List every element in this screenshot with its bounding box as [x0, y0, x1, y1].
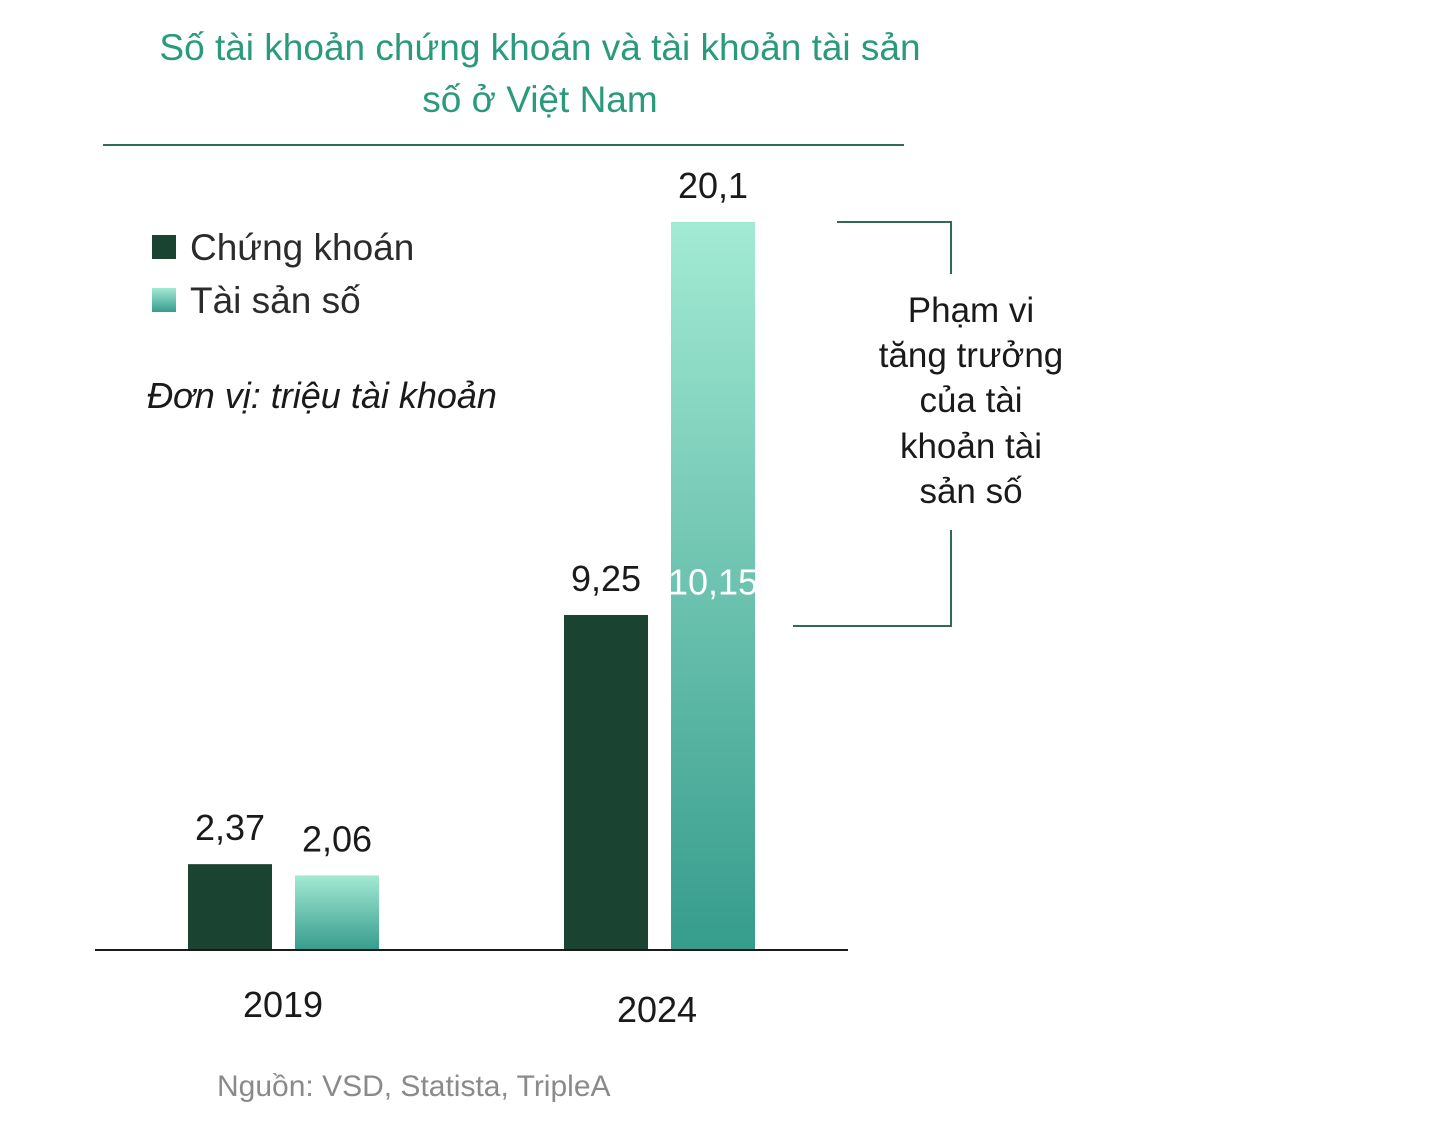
- bar-digital-assets-2024: [671, 222, 755, 950]
- legend-label-securities: Chứng khoán: [190, 227, 414, 268]
- growth-annotation: Phạm vi tăng trưởng của tài khoản tài sả…: [793, 221, 1064, 627]
- value-label-securities-2019: 2,37: [195, 807, 265, 848]
- legend: Chứng khoán Tài sản số: [152, 227, 414, 321]
- bar-securities-2024: [564, 614, 648, 950]
- unit-note: Đơn vị: triệu tài khoản: [147, 375, 497, 416]
- legend-swatch-securities: [152, 235, 176, 259]
- chart-title-line-2: số ở Việt Nam: [422, 79, 657, 120]
- annotation-line-2: tăng trưởng: [879, 336, 1064, 375]
- bars-group: 2,37 2,06 9,25 20,1 10,15: [188, 165, 758, 950]
- source-note: Nguồn: VSD, Statista, TripleA: [217, 1070, 611, 1103]
- inner-value-label-growth: 10,15: [668, 561, 758, 602]
- chart-title-line-1: Số tài khoản chứng khoán và tài khoản tà…: [159, 27, 920, 68]
- annotation-line-4: khoản tài: [900, 427, 1042, 466]
- category-label-2024: 2024: [617, 989, 697, 1030]
- value-label-digital-assets-2024: 20,1: [678, 165, 748, 206]
- annotation-bracket-bottom: [793, 530, 952, 627]
- bar-securities-2019: [188, 864, 272, 950]
- value-label-digital-assets-2019: 2,06: [302, 818, 372, 859]
- annotation-line-5: sản số: [919, 472, 1022, 511]
- bar-digital-assets-2019: [295, 875, 379, 950]
- legend-swatch-digital-assets: [152, 288, 176, 312]
- value-label-securities-2024: 9,25: [571, 558, 641, 599]
- annotation-line-3: của tài: [919, 381, 1022, 420]
- annotation-line-1: Phạm vi: [908, 291, 1034, 330]
- annotation-bracket-top: [837, 221, 952, 274]
- legend-label-digital-assets: Tài sản số: [190, 280, 361, 321]
- category-label-2019: 2019: [243, 984, 323, 1025]
